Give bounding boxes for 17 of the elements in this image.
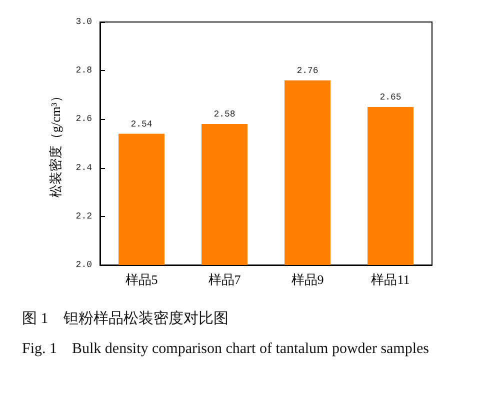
y-tick-label: 2.2 — [76, 211, 92, 222]
y-tick-label: 2.0 — [76, 260, 92, 270]
x-tick-label: 样品9 — [291, 272, 324, 287]
caption: Fig. 1 Bulk density comparison chart of tantalum powder samples — [22, 341, 430, 357]
x-tick-label: 样品5 — [125, 272, 158, 287]
y-tick-label: 3.0 — [76, 17, 92, 27]
x-tick-label: 样品7 — [208, 272, 242, 287]
data-label: 2.76 — [296, 66, 318, 76]
data-label: 2.54 — [130, 119, 152, 130]
y-tick-label: 2.6 — [76, 114, 92, 124]
x-tick-label: 样品11 — [371, 272, 410, 287]
data-label: 2.58 — [214, 110, 236, 120]
y-tick-label: 2.8 — [76, 66, 92, 76]
caption: 图 1 钽粉样品松装密度对比图 — [22, 310, 228, 327]
y-tick-label: 2.4 — [76, 162, 92, 173]
y-axis-title: 松装密度（g/cm³） — [48, 90, 63, 198]
data-label: 2.65 — [380, 92, 402, 103]
